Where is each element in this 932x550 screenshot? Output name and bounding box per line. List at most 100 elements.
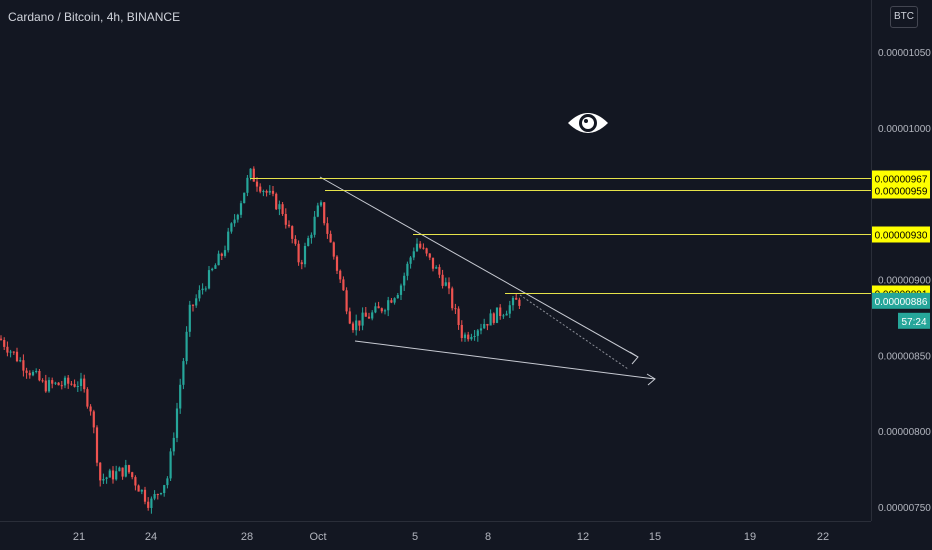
- candle-body: [351, 323, 355, 331]
- candle-body: [390, 300, 393, 303]
- candle-body: [419, 243, 422, 248]
- candle-body: [38, 371, 41, 381]
- candle-body: [9, 351, 12, 353]
- candle-body: [438, 267, 441, 275]
- candle-body: [374, 306, 377, 313]
- candle-body: [207, 270, 211, 289]
- candle-body: [367, 316, 371, 319]
- candle-body: [195, 298, 198, 306]
- candle-body: [291, 226, 294, 239]
- candle-body: [198, 290, 201, 299]
- price-tick-label: 0.00001000: [878, 124, 931, 135]
- time-tick-label: 15: [649, 531, 661, 543]
- last-price-label: 0.00000886: [875, 297, 928, 308]
- lower-trendline: [354, 340, 656, 380]
- candle-body: [102, 479, 105, 481]
- candle-body: [83, 378, 86, 390]
- candle-body: [355, 320, 358, 331]
- candle-body: [460, 325, 463, 338]
- candle-body: [204, 288, 207, 290]
- candle-body: [179, 384, 182, 409]
- candle-body: [406, 263, 409, 276]
- price-tick-label: 0.00000800: [878, 427, 931, 438]
- candle-body: [259, 186, 262, 192]
- candle-body: [479, 328, 483, 331]
- candle-body: [153, 494, 156, 499]
- candle-body: [396, 295, 399, 299]
- time-tick-label: Oct: [309, 531, 326, 543]
- candle-body: [329, 233, 332, 243]
- level-0-00000967-label: 0.00000967: [875, 175, 928, 186]
- candle-body: [371, 312, 374, 319]
- candle-body: [303, 246, 307, 265]
- candle-body: [444, 282, 447, 286]
- currency-button[interactable]: BTC: [890, 6, 918, 28]
- candle-body: [361, 312, 364, 326]
- candle-body: [323, 202, 326, 224]
- candle-body: [223, 250, 227, 256]
- candle-body: [495, 307, 499, 323]
- candle-body: [6, 346, 9, 353]
- price-tick-label: 0.00000850: [878, 351, 931, 362]
- candle-body: [431, 257, 435, 269]
- candle-body: [508, 305, 511, 314]
- candle-body: [300, 262, 303, 265]
- candle-body: [159, 493, 163, 495]
- candle-body: [236, 214, 239, 220]
- candle-body: [22, 360, 25, 371]
- candle-body: [150, 498, 153, 508]
- candle-body: [239, 203, 243, 215]
- candle-body: [121, 467, 124, 477]
- candle-body: [326, 223, 329, 234]
- trendlines: [319, 176, 656, 386]
- candle-body: [483, 324, 486, 329]
- projection-dotted-line: [519, 294, 629, 370]
- level-0-00000959-label-bg: [872, 182, 930, 199]
- candle-body: [278, 204, 281, 210]
- candle-body: [111, 470, 115, 480]
- candle-body: [377, 306, 380, 309]
- candle-body: [387, 300, 390, 311]
- candle-body: [486, 324, 489, 326]
- candle-body: [393, 298, 396, 303]
- candle-body: [105, 477, 108, 479]
- level-0-00000930-label-bg: [872, 226, 930, 243]
- price-tick-label: 0.00000750: [878, 503, 931, 514]
- candle-body: [518, 299, 521, 306]
- candle-body: [63, 377, 67, 386]
- level-0-00000930-label: 0.00000930: [875, 231, 928, 242]
- candle-body: [457, 308, 460, 325]
- candle-body: [435, 267, 438, 269]
- candle-body: [246, 177, 249, 193]
- candle-body: [214, 265, 217, 269]
- candle-body: [79, 378, 83, 386]
- candle-body: [188, 304, 191, 332]
- candle-body: [86, 389, 89, 407]
- candle-body: [447, 282, 451, 289]
- candle-body: [169, 451, 172, 479]
- candle-body: [476, 330, 479, 336]
- candle-body: [92, 411, 95, 428]
- candle-body: [3, 340, 6, 347]
- candle-body: [345, 290, 348, 312]
- candle-body: [147, 501, 150, 508]
- candle-body: [284, 214, 287, 225]
- candle-body: [316, 205, 319, 217]
- candle-body: [268, 190, 271, 193]
- candle-body: [358, 320, 361, 326]
- candle-body: [124, 465, 127, 477]
- time-tick-label: 21: [73, 531, 85, 543]
- candle-body: [463, 334, 467, 339]
- candle-body: [364, 312, 367, 317]
- lower-trendline-arrow: [646, 373, 656, 386]
- candle-body: [134, 477, 137, 486]
- eye-icon: [568, 113, 608, 133]
- price-axis[interactable]: 0.00001050 0.00001000 0.00000900 0.00000850…: [872, 48, 931, 514]
- candle-body: [60, 385, 63, 387]
- candle-body: [201, 288, 204, 291]
- candle-body: [515, 297, 518, 300]
- time-axis[interactable]: 21 24 28 Oct 5 8 12 15 19 22: [73, 531, 829, 543]
- candle-body: [44, 380, 47, 392]
- candle-body: [441, 274, 444, 286]
